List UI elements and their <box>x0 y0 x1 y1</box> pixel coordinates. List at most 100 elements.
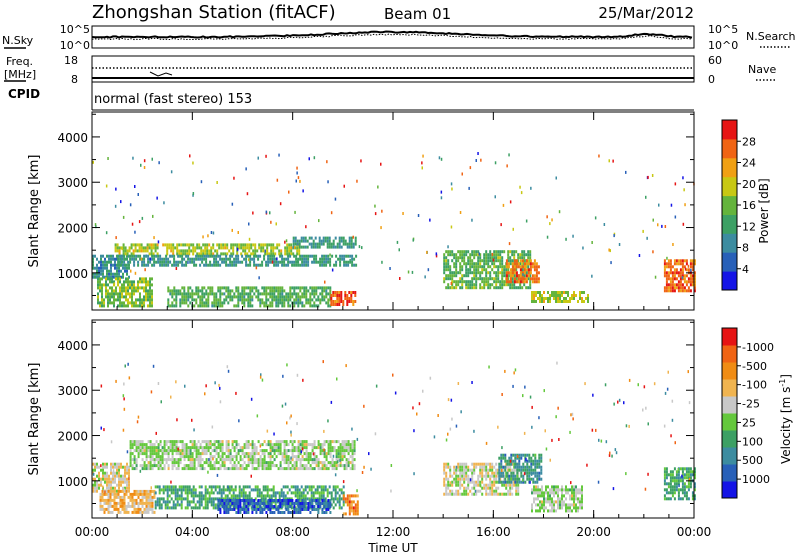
heatmap-cell <box>561 291 563 294</box>
heatmap-cell <box>485 486 488 490</box>
heatmap-cell <box>221 461 224 465</box>
heatmap-cell <box>251 467 254 471</box>
heatmap-cell <box>181 455 184 459</box>
power-colorbar-label: Power [dB] <box>757 178 771 243</box>
heatmap-cell <box>164 503 167 507</box>
heatmap-cell <box>504 480 507 484</box>
heatmap-cell <box>512 227 514 231</box>
heatmap-cell <box>231 443 234 447</box>
heatmap-cell <box>519 185 521 189</box>
heatmap-cell <box>217 502 220 505</box>
heatmap-cell <box>170 249 173 253</box>
heatmap-cell <box>105 277 107 281</box>
heatmap-cell <box>297 443 300 447</box>
heatmap-cell <box>475 465 478 469</box>
heatmap-cell <box>344 294 347 297</box>
heatmap-cell <box>118 468 120 472</box>
heatmap-cell <box>249 461 252 465</box>
heatmap-cell <box>128 246 131 250</box>
heatmap-cell <box>257 508 260 511</box>
heatmap-cell <box>339 452 342 456</box>
heatmap-cell <box>445 274 448 278</box>
heatmap-cell <box>225 502 228 505</box>
nave-tick-high: 60 <box>708 54 722 67</box>
heatmap-cell <box>555 485 557 489</box>
heatmap-cell <box>516 474 519 478</box>
heatmap-cell <box>138 220 141 224</box>
heatmap-cell <box>667 286 670 290</box>
heatmap-cell <box>129 443 132 447</box>
heatmap-cell <box>539 291 541 294</box>
heatmap-cell <box>455 480 458 484</box>
heatmap-cell <box>251 298 254 302</box>
heatmap-cell <box>598 154 600 158</box>
heatmap-cell <box>519 277 522 281</box>
heatmap-cell <box>121 286 123 290</box>
heatmap-cell <box>681 268 684 272</box>
heatmap-cell <box>516 465 519 469</box>
heatmap-cell <box>315 464 318 468</box>
heatmap-cell <box>289 292 292 296</box>
heatmap-cell <box>137 510 140 514</box>
heatmap-cell <box>533 294 535 297</box>
heatmap-cell <box>155 446 158 450</box>
heatmap-cell <box>531 509 533 513</box>
heatmap-cell <box>92 489 94 493</box>
nsearch-label: N.Search <box>746 30 796 43</box>
heatmap-cell <box>493 280 496 284</box>
heatmap-cell <box>130 252 133 256</box>
heatmap-cell <box>222 491 225 495</box>
heatmap-cell <box>663 259 666 263</box>
heatmap-cell <box>292 242 295 246</box>
heatmap-cell <box>186 252 189 256</box>
heatmap-cell <box>166 485 169 489</box>
heatmap-cell <box>128 483 130 487</box>
heatmap-cell <box>497 486 500 490</box>
heatmap-cell <box>225 458 228 462</box>
heatmap-cell <box>219 304 222 308</box>
heatmap-cell <box>342 239 345 243</box>
heatmap-cell <box>530 456 533 460</box>
heatmap-cell <box>146 249 149 253</box>
heatmap-cell <box>99 304 101 308</box>
heatmap-cell <box>509 489 512 493</box>
heatmap-cell <box>313 505 316 508</box>
heatmap-cell <box>499 256 502 260</box>
heatmap-cell <box>303 499 306 502</box>
heatmap-cell <box>399 277 401 280</box>
heatmap-cell <box>303 263 306 267</box>
heatmap-cell <box>645 195 647 199</box>
heatmap-cell <box>217 301 220 305</box>
heatmap-cell <box>459 280 462 284</box>
heatmap-cell <box>290 497 293 501</box>
heatmap-cell <box>267 263 270 267</box>
heatmap-cell <box>206 488 209 492</box>
heatmap-cell <box>236 252 239 256</box>
heatmap-cell <box>227 257 230 261</box>
heatmap-cell <box>221 292 224 296</box>
heatmap-cell <box>457 280 460 284</box>
heatmap-cell <box>151 277 153 281</box>
heatmap-cell <box>493 256 496 260</box>
heatmap-cell <box>503 483 506 487</box>
heatmap-cell <box>445 471 448 475</box>
heatmap-cell <box>224 243 227 247</box>
heatmap-cell <box>227 449 230 453</box>
heatmap-cell <box>192 243 195 247</box>
heatmap-cell <box>310 491 313 495</box>
heatmap-cell <box>178 249 181 253</box>
heatmap-cell <box>135 461 138 465</box>
heatmap-cell <box>116 257 118 261</box>
heatmap-cell <box>477 250 480 254</box>
heatmap-cell <box>114 204 117 208</box>
heatmap-cell <box>231 254 234 258</box>
heatmap-cell <box>197 440 200 444</box>
heatmap-cell <box>131 298 133 302</box>
heatmap-cell <box>299 464 302 468</box>
heatmap-cell <box>557 291 559 294</box>
heatmap-cell <box>108 486 110 490</box>
heatmap-cell <box>175 443 178 447</box>
heatmap-cell <box>241 254 244 258</box>
heatmap-cell <box>318 494 321 498</box>
heatmap-cell <box>313 440 316 444</box>
